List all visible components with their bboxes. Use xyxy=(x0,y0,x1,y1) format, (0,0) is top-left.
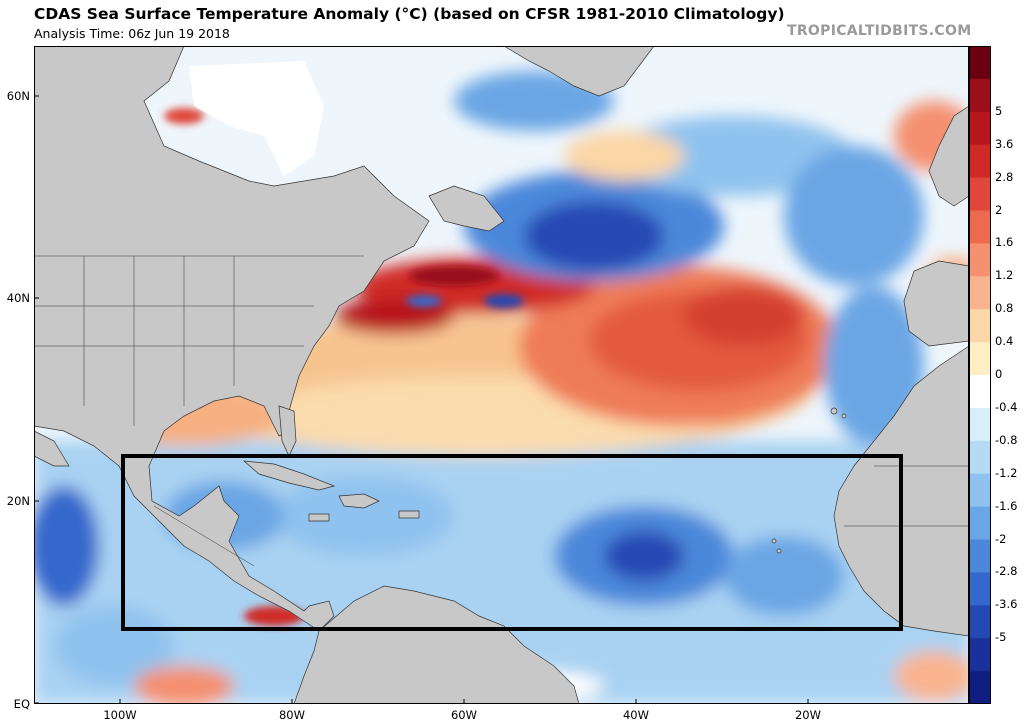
colorbar-swatch xyxy=(969,210,991,244)
colorbar-label: 2.8 xyxy=(995,169,1014,184)
colorbar-swatch xyxy=(969,243,991,277)
colorbar-label: 0.4 xyxy=(995,334,1014,349)
colorbar-label: -1.6 xyxy=(995,498,1018,513)
colorbar-swatch xyxy=(969,605,991,639)
colorbar-label: 1.2 xyxy=(995,268,1014,283)
lon-label-80w: 80W xyxy=(278,708,305,722)
colorbar-swatch xyxy=(969,572,991,606)
colorbar-swatch xyxy=(969,276,991,310)
colorbar-swatch xyxy=(969,638,991,672)
baffin-bay-ice xyxy=(189,61,324,176)
europe xyxy=(903,260,969,347)
colorbar-swatch xyxy=(969,506,991,540)
lat-label-eq: EQ xyxy=(13,697,30,711)
colorbar-label: 5 xyxy=(995,103,1003,118)
colorbar-label: -3.6 xyxy=(995,597,1018,612)
colorbar-label: -5 xyxy=(995,630,1007,645)
colorbar xyxy=(969,46,991,704)
colorbar-label: -1.2 xyxy=(995,465,1018,480)
colorbar-swatch xyxy=(969,407,991,442)
colorbar-swatch xyxy=(969,177,991,211)
map-title: CDAS Sea Surface Temperature Anomaly (°C… xyxy=(34,5,785,23)
lat-label-20n: 20N xyxy=(6,494,30,508)
brand-watermark[interactable]: TROPICALTIDBITS.COM xyxy=(787,23,972,39)
sst-anomaly-map xyxy=(34,46,969,704)
colorbar-swatch xyxy=(969,375,991,409)
lon-label-40w: 40W xyxy=(622,708,649,722)
lat-label-40n: 40N xyxy=(6,291,30,305)
colorbar-frame xyxy=(969,46,991,704)
cuba xyxy=(242,460,336,491)
lon-label-60w: 60W xyxy=(450,708,477,722)
political-borders xyxy=(34,255,969,567)
colorbar-label: 3.6 xyxy=(995,136,1014,151)
analysis-time: Analysis Time: 06z Jun 19 2018 xyxy=(34,26,230,41)
colorbar-swatch xyxy=(969,342,991,376)
colorbar-label: -0.8 xyxy=(995,432,1018,447)
colorbar-label: 0 xyxy=(995,367,1003,381)
colorbar-label: 0.8 xyxy=(995,301,1014,316)
north-america xyxy=(34,46,430,632)
greenland xyxy=(503,46,655,97)
lon-label-20w: 20W xyxy=(794,708,821,722)
colorbar-swatch xyxy=(969,671,991,704)
lat-label-60n: 60N xyxy=(6,89,30,103)
highlight-box xyxy=(121,454,903,631)
colorbar-label: 2 xyxy=(995,202,1003,217)
lon-label-100w: 100W xyxy=(103,708,137,722)
colorbar-swatch xyxy=(969,440,991,475)
colorbar-swatch xyxy=(969,111,991,146)
map-frame xyxy=(34,46,969,704)
south-america xyxy=(293,585,580,704)
colorbar-label: -2 xyxy=(995,531,1007,546)
colorbar-swatch xyxy=(969,144,991,179)
colorbar-swatch xyxy=(969,78,991,113)
colorbar-label: -2.8 xyxy=(995,564,1018,579)
colorbar-swatch xyxy=(969,539,991,573)
colorbar-swatch xyxy=(969,46,991,80)
colorbar-label: 1.6 xyxy=(995,235,1014,250)
colorbar-label: -0.4 xyxy=(995,399,1018,414)
colorbar-swatch xyxy=(969,309,991,343)
anomaly-field xyxy=(34,71,969,704)
colorbar-swatch xyxy=(969,473,991,508)
